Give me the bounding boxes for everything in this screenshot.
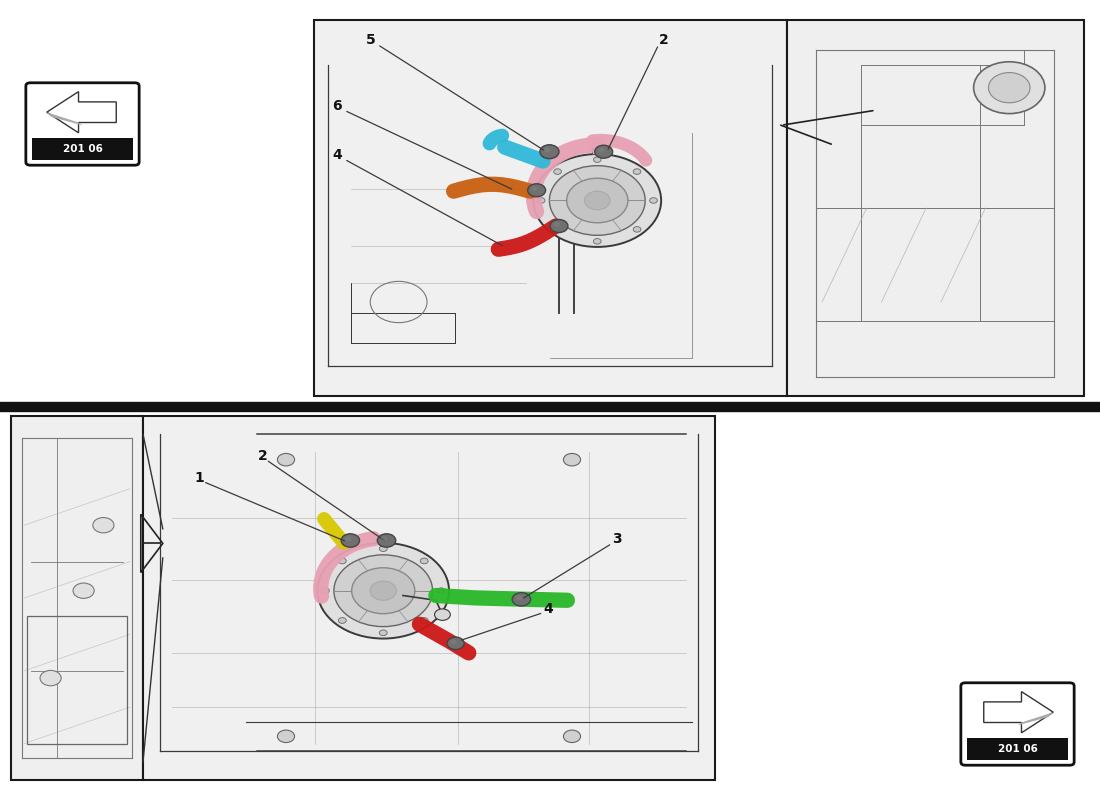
Circle shape — [516, 595, 522, 600]
Circle shape — [540, 145, 559, 158]
Circle shape — [634, 169, 641, 174]
Circle shape — [543, 147, 550, 153]
Circle shape — [73, 583, 95, 598]
Circle shape — [377, 534, 396, 547]
Circle shape — [598, 148, 605, 152]
Circle shape — [92, 518, 114, 533]
Circle shape — [339, 558, 346, 564]
Text: a Parts-Diagramme.de: a Parts-Diagramme.de — [473, 169, 693, 263]
Circle shape — [434, 609, 450, 620]
Circle shape — [594, 238, 601, 244]
Bar — [32, 138, 132, 160]
Polygon shape — [1018, 712, 1053, 726]
Circle shape — [584, 191, 610, 210]
Circle shape — [566, 178, 628, 222]
Circle shape — [550, 219, 568, 233]
Circle shape — [344, 537, 351, 541]
Bar — [143, 416, 715, 780]
Text: 2: 2 — [257, 449, 267, 462]
Circle shape — [974, 62, 1045, 114]
Bar — [314, 20, 786, 396]
Circle shape — [341, 534, 360, 547]
Circle shape — [334, 555, 432, 626]
Circle shape — [318, 543, 449, 638]
Text: 2: 2 — [659, 34, 669, 47]
Circle shape — [277, 730, 295, 742]
Text: 201 06: 201 06 — [998, 744, 1037, 754]
Circle shape — [549, 166, 646, 235]
Circle shape — [352, 568, 415, 614]
Text: 3: 3 — [612, 533, 621, 546]
Circle shape — [379, 546, 387, 551]
Circle shape — [563, 454, 581, 466]
Text: a Parts-Diagramme.de: a Parts-Diagramme.de — [352, 569, 572, 663]
Circle shape — [451, 640, 456, 644]
Circle shape — [534, 154, 661, 247]
Bar — [26, 616, 128, 744]
Circle shape — [381, 537, 387, 541]
Text: 4: 4 — [543, 602, 553, 615]
Circle shape — [553, 169, 561, 174]
Polygon shape — [47, 92, 117, 133]
Circle shape — [379, 630, 387, 636]
FancyBboxPatch shape — [25, 83, 139, 166]
Circle shape — [553, 222, 560, 226]
Circle shape — [989, 73, 1030, 103]
Text: 4: 4 — [332, 148, 342, 162]
Circle shape — [634, 226, 641, 232]
Text: 201 06: 201 06 — [63, 144, 102, 154]
Bar — [968, 738, 1067, 760]
Circle shape — [553, 226, 561, 232]
Circle shape — [437, 588, 446, 594]
Circle shape — [40, 670, 62, 686]
Circle shape — [528, 184, 546, 197]
FancyBboxPatch shape — [961, 682, 1074, 765]
Bar — [592, 138, 603, 154]
Circle shape — [339, 618, 346, 623]
Text: 6: 6 — [332, 99, 342, 114]
Circle shape — [370, 581, 396, 600]
Circle shape — [420, 618, 428, 623]
Polygon shape — [47, 112, 82, 126]
Text: 5: 5 — [365, 34, 375, 47]
Circle shape — [277, 454, 295, 466]
Circle shape — [447, 637, 464, 650]
Bar — [786, 20, 1084, 396]
Circle shape — [537, 198, 544, 203]
Circle shape — [321, 588, 329, 594]
Circle shape — [420, 558, 428, 564]
Circle shape — [594, 157, 601, 162]
Bar — [11, 416, 143, 780]
Circle shape — [595, 146, 613, 158]
Circle shape — [563, 730, 581, 742]
Circle shape — [513, 593, 530, 606]
Circle shape — [650, 198, 658, 203]
Circle shape — [531, 186, 538, 191]
Polygon shape — [983, 691, 1053, 733]
Text: 1: 1 — [195, 470, 205, 485]
